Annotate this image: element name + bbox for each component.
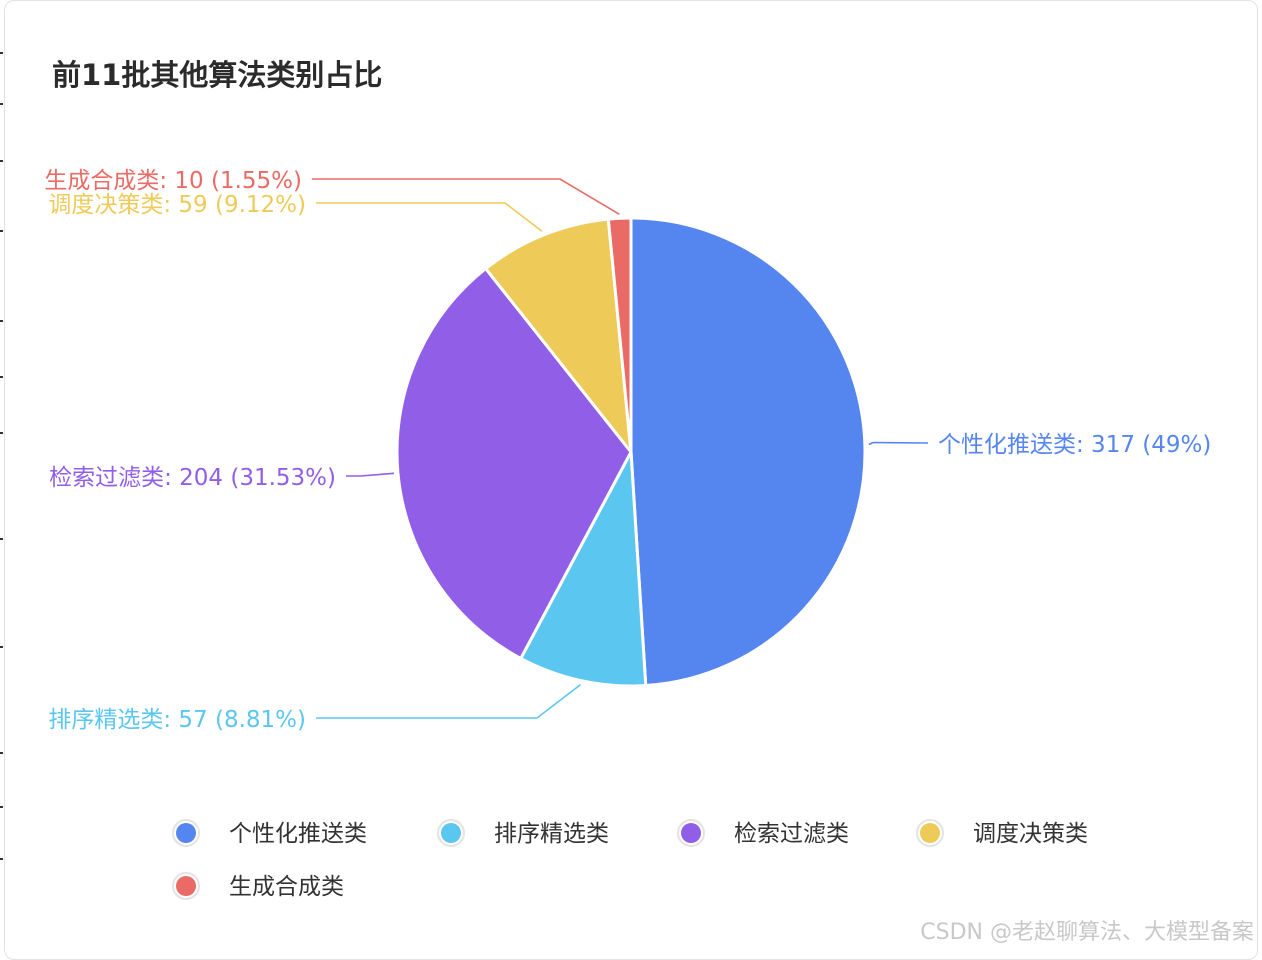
- legend-item[interactable]: 调度决策类: [917, 820, 1088, 847]
- legend-item[interactable]: 个性化推送类: [173, 820, 367, 847]
- legend-label: 检索过滤类: [734, 821, 849, 847]
- leader-line: [316, 203, 542, 231]
- legend-marker: [681, 823, 701, 843]
- slice-label: 检索过滤类: 204 (31.53%): [49, 465, 336, 491]
- slice-label: 生成合成类: 10 (1.55%): [44, 168, 302, 194]
- pie-slices: [397, 218, 865, 686]
- slice-label: 排序精选类: 57 (8.81%): [48, 707, 306, 733]
- legend-marker: [176, 876, 196, 896]
- legend-marker: [441, 823, 461, 843]
- legend-label: 调度决策类: [973, 821, 1088, 847]
- legend-item[interactable]: 检索过滤类: [678, 820, 849, 847]
- leader-line: [312, 179, 619, 214]
- legend-item[interactable]: 生成合成类: [173, 873, 344, 900]
- legend-marker: [176, 823, 196, 843]
- watermark: CSDN @老赵聊算法、大模型备案: [920, 914, 1254, 946]
- legend-label: 排序精选类: [494, 821, 609, 847]
- slice-label: 调度决策类: 59 (9.12%): [48, 192, 306, 218]
- legend-label: 生成合成类: [229, 874, 344, 900]
- slice-label: 个性化推送类: 317 (49%): [938, 432, 1211, 458]
- leader-line: [869, 442, 928, 444]
- pie-slice[interactable]: [631, 218, 865, 686]
- leader-line: [316, 685, 581, 718]
- leader-line: [346, 473, 394, 476]
- legend-marker: [920, 823, 940, 843]
- legend-label: 个性化推送类: [229, 821, 367, 847]
- legend-item[interactable]: 排序精选类: [438, 820, 609, 847]
